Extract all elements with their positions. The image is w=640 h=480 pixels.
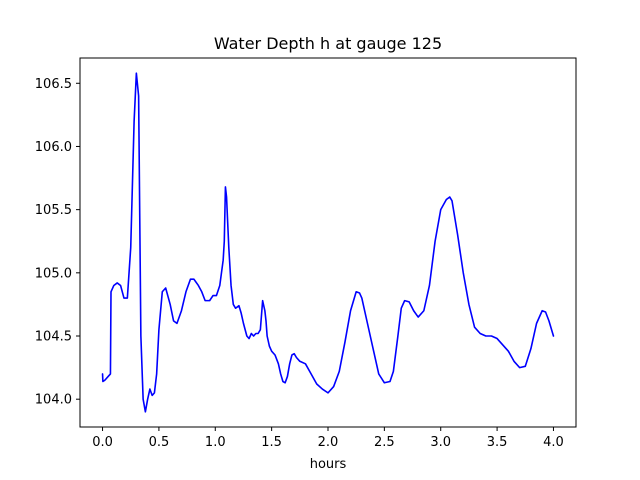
plot-area [101, 72, 555, 413]
y-tick-label: 105.0 [35, 266, 72, 281]
y-tick-label: 105.5 [35, 203, 72, 218]
x-tick-label: 4.0 [543, 435, 564, 450]
plot-frame [79, 57, 577, 428]
x-axis-label: hours [310, 457, 347, 472]
x-tick-label: 3.5 [487, 435, 508, 450]
y-tick-label: 106.0 [35, 140, 72, 155]
x-tick-label: 0.5 [149, 435, 170, 450]
series-line-0 [101, 72, 555, 413]
x-axis: 0.0 0.5 1.0 1.5 2.0 2.5 3.0 3.5 4.0 [92, 427, 564, 450]
y-tick-label: 104.0 [35, 393, 72, 408]
x-tick-label: 1.0 [205, 435, 226, 450]
y-tick-label: 104.5 [35, 330, 72, 345]
x-tick-label: 0.0 [92, 435, 113, 450]
x-tick-label: 3.0 [430, 435, 451, 450]
x-tick-label: 2.0 [318, 435, 339, 450]
y-tick-label: 106.5 [35, 77, 72, 92]
x-tick-label: 1.5 [261, 435, 282, 450]
chart-title: Water Depth h at gauge 125 [214, 34, 442, 53]
y-axis: 104.0 104.5 105.0 105.5 106.0 106.5 [35, 77, 80, 408]
x-tick-label: 2.5 [374, 435, 395, 450]
